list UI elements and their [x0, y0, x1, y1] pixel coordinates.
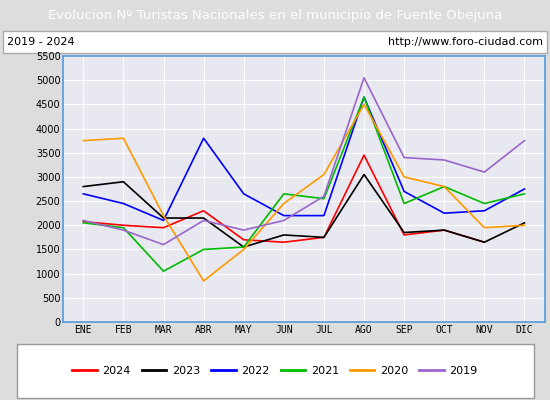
Legend: 2024, 2023, 2022, 2021, 2020, 2019: 2024, 2023, 2022, 2021, 2020, 2019: [68, 362, 482, 380]
FancyBboxPatch shape: [3, 31, 547, 53]
Text: 2019 - 2024: 2019 - 2024: [7, 37, 75, 47]
Text: Evolucion Nº Turistas Nacionales en el municipio de Fuente Obejuna: Evolucion Nº Turistas Nacionales en el m…: [48, 8, 502, 22]
Text: http://www.foro-ciudad.com: http://www.foro-ciudad.com: [388, 37, 543, 47]
FancyBboxPatch shape: [16, 344, 534, 398]
